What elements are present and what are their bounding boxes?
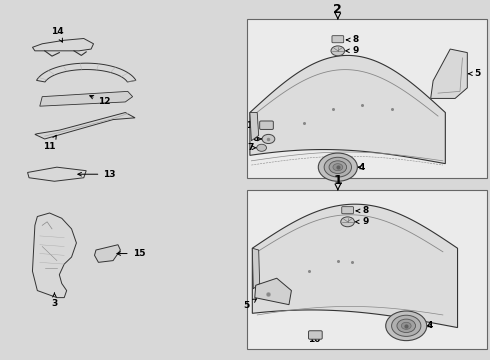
- Circle shape: [257, 144, 267, 151]
- Text: 3: 3: [51, 293, 57, 308]
- Text: 5: 5: [468, 69, 481, 78]
- Circle shape: [329, 161, 346, 174]
- Bar: [247, 19, 487, 178]
- Polygon shape: [255, 278, 292, 305]
- Text: 6: 6: [252, 135, 262, 144]
- FancyBboxPatch shape: [332, 36, 343, 43]
- Text: 8: 8: [346, 35, 359, 44]
- Text: 5: 5: [244, 299, 256, 310]
- Polygon shape: [250, 55, 445, 164]
- Circle shape: [386, 311, 427, 341]
- Polygon shape: [252, 248, 260, 289]
- Text: 10: 10: [308, 336, 320, 345]
- FancyBboxPatch shape: [342, 207, 353, 214]
- Polygon shape: [95, 245, 121, 262]
- Text: 8: 8: [356, 206, 368, 215]
- FancyBboxPatch shape: [309, 331, 322, 339]
- Circle shape: [401, 322, 411, 329]
- Circle shape: [333, 164, 343, 171]
- FancyBboxPatch shape: [260, 121, 273, 130]
- Text: 14: 14: [50, 27, 63, 42]
- Text: 9: 9: [346, 46, 359, 55]
- Text: 2: 2: [334, 3, 342, 15]
- Polygon shape: [431, 49, 467, 98]
- Text: 1: 1: [334, 174, 342, 186]
- Polygon shape: [40, 91, 133, 106]
- Text: 4: 4: [358, 163, 365, 172]
- Polygon shape: [37, 63, 136, 82]
- Text: 12: 12: [90, 95, 111, 107]
- Text: 7: 7: [247, 143, 257, 152]
- Polygon shape: [32, 39, 94, 51]
- Circle shape: [324, 157, 351, 177]
- Polygon shape: [32, 213, 76, 298]
- Circle shape: [392, 315, 421, 336]
- Circle shape: [318, 153, 357, 181]
- Text: 9: 9: [356, 217, 368, 226]
- Text: 15: 15: [117, 249, 145, 258]
- Circle shape: [341, 217, 354, 227]
- Text: 4: 4: [427, 321, 433, 330]
- Circle shape: [262, 134, 275, 144]
- Text: 13: 13: [78, 170, 116, 179]
- Circle shape: [397, 319, 416, 333]
- Polygon shape: [27, 167, 86, 181]
- Text: 11: 11: [43, 135, 56, 150]
- Circle shape: [331, 46, 344, 56]
- Polygon shape: [250, 113, 259, 141]
- Polygon shape: [35, 113, 135, 139]
- Bar: [247, 190, 487, 349]
- Polygon shape: [252, 204, 458, 328]
- Text: 10: 10: [246, 121, 266, 130]
